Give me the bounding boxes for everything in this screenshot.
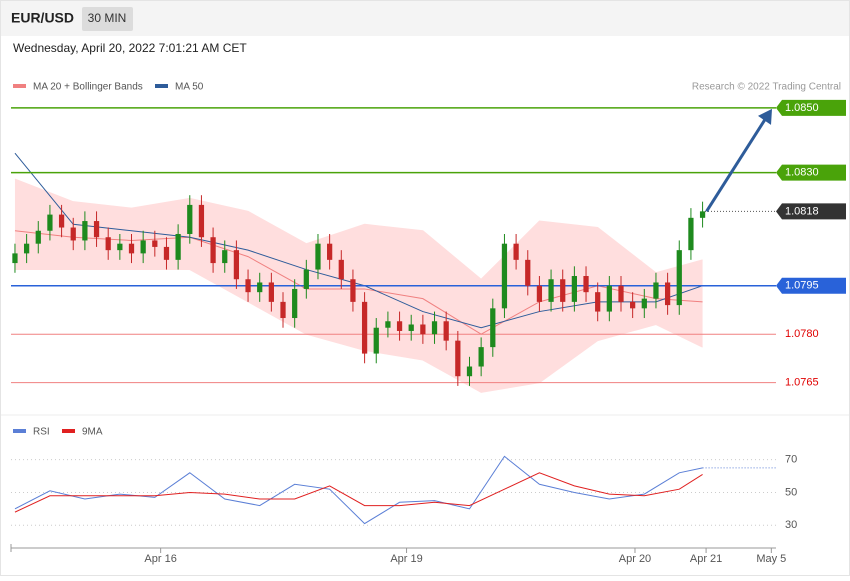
candle-body (93, 221, 100, 238)
candle-body (501, 243, 508, 309)
level-label: 1.0850 (785, 102, 819, 114)
x-tick-label: Apr 20 (619, 553, 651, 565)
candle-body (699, 211, 706, 218)
candle-body (431, 321, 438, 335)
candle-body (315, 243, 321, 270)
candle-body (198, 204, 205, 238)
candle-body (595, 292, 601, 312)
candle-body (35, 230, 41, 244)
candle-body (257, 282, 263, 293)
legend-label: 9MA (82, 427, 103, 438)
candle-body (583, 276, 589, 293)
candle-body (618, 285, 624, 302)
y-tick-label: 30 (785, 519, 797, 531)
candle-body (222, 250, 228, 264)
candle-body (210, 237, 216, 264)
candle-body (175, 233, 181, 260)
candle-body (641, 298, 647, 309)
candle-body (23, 243, 30, 254)
level-label: 1.0830 (785, 166, 819, 178)
candle-body (245, 279, 251, 293)
legend-swatch (13, 84, 26, 88)
candle-body (490, 308, 496, 348)
level-badge (776, 99, 846, 116)
interval-badge[interactable] (82, 7, 133, 31)
x-tick-label: Apr 16 (144, 553, 176, 565)
candle-body (140, 240, 146, 254)
candle-body (361, 301, 368, 354)
candle-body (443, 321, 449, 341)
level-badge (776, 164, 846, 181)
level-label: 1.0818 (785, 205, 819, 217)
candle-body (630, 301, 636, 309)
candle-body (466, 366, 473, 377)
level-label: 1.0795 (785, 280, 819, 292)
legend-label: RSI (33, 427, 50, 438)
level-badge (776, 203, 846, 220)
legend-label: MA 20 + Bollinger Bands (33, 82, 143, 93)
candle-body (58, 214, 65, 228)
y-tick-label: 70 (785, 454, 797, 466)
candle-body (606, 285, 612, 312)
candle-body (513, 243, 519, 260)
candle-body (350, 279, 356, 302)
level-label: 1.0765 (785, 377, 819, 389)
x-tick-label: Apr 21 (690, 553, 722, 565)
candle-body (548, 279, 554, 302)
candle-body (396, 321, 403, 331)
candle-body (82, 221, 88, 241)
symbol: EUR/USD (11, 10, 74, 26)
legend-swatch (62, 429, 75, 433)
datetime: Wednesday, April 20, 2022 7:01:21 AM CET (13, 41, 247, 55)
candle-body (420, 324, 426, 335)
legend-label: MA 50 (175, 82, 204, 93)
credit: Research © 2022 Trading Central (692, 82, 841, 93)
interval[interactable]: 30 MIN (88, 11, 127, 25)
legend-swatch (13, 429, 26, 433)
candle-body (117, 243, 123, 251)
bollinger-upper (14, 178, 703, 280)
candle-body (280, 301, 286, 319)
indicator-line (14, 455, 703, 525)
indicator-line (14, 472, 703, 513)
candle-body (152, 240, 158, 247)
candle-body (292, 288, 298, 319)
candle-body (571, 276, 577, 302)
legend-swatch (155, 84, 168, 88)
forecast-arrowhead (758, 108, 772, 125)
candle-body (12, 253, 18, 264)
level-label: 1.0780 (785, 328, 819, 340)
candle-body (455, 340, 461, 377)
candle-body (163, 246, 170, 260)
candle-body (688, 217, 694, 251)
x-tick-label: Apr 19 (390, 553, 422, 565)
forecast-arrow (705, 117, 768, 213)
candle-body (47, 214, 53, 231)
candle-body (105, 237, 111, 251)
candle-body (128, 243, 135, 254)
candle-body (525, 259, 531, 286)
candle-body (653, 282, 659, 299)
candle-body (327, 243, 333, 260)
candle-body (338, 259, 344, 280)
candle-body (70, 227, 76, 241)
x-tick-label: May 5 (756, 553, 786, 565)
candle-body (536, 285, 543, 302)
candle-body (268, 282, 274, 302)
candle-body (385, 321, 391, 328)
candle-body (560, 279, 566, 302)
y-tick-label: 50 (785, 486, 797, 498)
header-bar (1, 1, 849, 36)
level-badge (776, 277, 846, 294)
candle-body (664, 282, 671, 306)
candle-body (373, 327, 379, 354)
candle-body (303, 269, 309, 289)
candle-body (478, 347, 484, 367)
candle-body (187, 204, 193, 234)
candle-body (233, 250, 240, 280)
candle-body (676, 250, 682, 306)
candle-body (408, 324, 414, 331)
